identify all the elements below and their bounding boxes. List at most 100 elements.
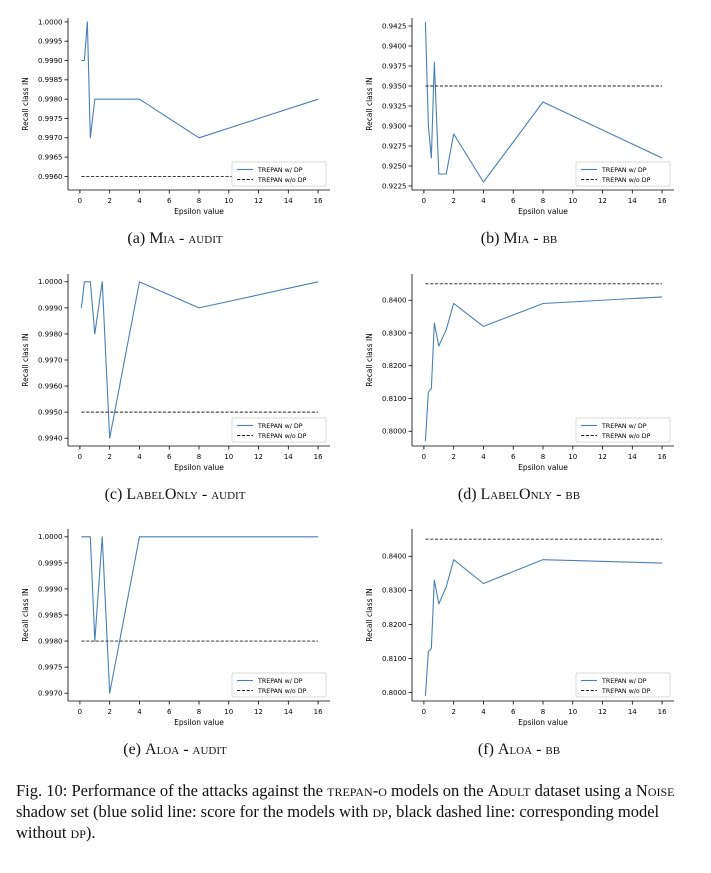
y-tick-label: 0.9975 xyxy=(38,664,63,672)
subfigure-c: 0 2 4 6 8 10 12 14 16 0.9940 0.9950 0.9960 0.9970 0.9… xyxy=(10,264,340,503)
legend-label: TREPAN w/o DP xyxy=(257,177,307,184)
x-tick-label: 10 xyxy=(568,708,577,716)
y-tick-label: 0.8300 xyxy=(382,587,407,595)
y-tick-label: 0.8100 xyxy=(382,395,407,403)
x-axis-label: Epsilon value xyxy=(174,718,224,727)
y-tick-label: 0.9965 xyxy=(38,154,63,162)
x-tick-label: 12 xyxy=(598,197,607,205)
subcaption-c: (c) LabelOnly - audit xyxy=(104,486,246,503)
x-tick-label: 16 xyxy=(658,708,667,716)
y-tick-label: 0.9970 xyxy=(38,356,63,364)
x-tick-label: 4 xyxy=(481,197,486,205)
y-tick-label: 0.9940 xyxy=(38,435,63,443)
chart-c: 0 2 4 6 8 10 12 14 16 0.9940 0.9950 0.9960 0.9970 0.9… xyxy=(21,274,330,472)
y-tick-label: 0.9325 xyxy=(382,102,407,110)
y-tick-label: 0.9425 xyxy=(382,22,407,30)
x-tick-label: 12 xyxy=(254,453,263,461)
x-tick-label: 12 xyxy=(254,197,263,205)
y-tick-label: 0.9985 xyxy=(38,76,63,84)
chart-d: 0 2 4 6 8 10 12 14 16 0.8000 0.8100 0.8200 0.8300 0.8… xyxy=(365,274,674,472)
x-tick-label: 10 xyxy=(568,453,577,461)
x-tick-label: 16 xyxy=(658,197,667,205)
y-tick-label: 0.9980 xyxy=(38,330,63,338)
y-tick-label: 0.9300 xyxy=(382,122,407,130)
y-tick-label: 0.8400 xyxy=(382,553,407,561)
legend-label: TREPAN w/o DP xyxy=(601,688,651,695)
y-tick-label: 0.9960 xyxy=(38,382,63,390)
x-tick-label: 8 xyxy=(541,197,545,205)
y-tick-label: 0.9375 xyxy=(382,62,407,70)
x-tick-label: 14 xyxy=(284,197,293,205)
x-tick-label: 4 xyxy=(137,708,142,716)
y-axis-label: Recall class IN xyxy=(21,333,30,387)
x-tick-label: 4 xyxy=(481,708,486,716)
x-tick-label: 4 xyxy=(481,453,486,461)
y-axis-label: Recall class IN xyxy=(365,77,374,131)
legend-box xyxy=(575,672,671,698)
legend-label: TREPAN w/ DP xyxy=(257,423,303,430)
x-tick-label: 6 xyxy=(511,708,516,716)
subfigure-f: 0 2 4 6 8 10 12 14 16 0.8000 0.8100 0.8200 0.8300 0.8… xyxy=(354,519,684,758)
x-tick-label: 10 xyxy=(224,453,233,461)
legend-label: TREPAN w/ DP xyxy=(257,167,303,174)
y-axis-label: Recall class IN xyxy=(365,588,374,642)
y-axis-label: Recall class IN xyxy=(21,588,30,642)
x-axis-label: Epsilon value xyxy=(174,207,224,216)
series-line-dp xyxy=(424,559,663,696)
legend-box xyxy=(231,161,327,187)
x-tick-label: 16 xyxy=(314,453,323,461)
x-axis-label: Epsilon value xyxy=(518,207,568,216)
legend-label: TREPAN w/ DP xyxy=(601,167,647,174)
x-tick-label: 0 xyxy=(78,197,82,205)
y-axis-label: Recall class IN xyxy=(21,77,30,131)
x-tick-label: 14 xyxy=(628,708,637,716)
x-tick-label: 6 xyxy=(511,197,516,205)
x-tick-label: 2 xyxy=(107,197,111,205)
x-tick-label: 6 xyxy=(167,453,172,461)
y-axis-label: Recall class IN xyxy=(365,333,374,387)
legend-box xyxy=(575,161,671,187)
y-tick-label: 0.9225 xyxy=(382,182,407,190)
y-tick-label: 0.9975 xyxy=(38,115,63,123)
subcaption-e: (e) Aloa - audit xyxy=(123,741,227,758)
x-axis-label: Epsilon value xyxy=(518,718,568,727)
caption-label: Fig. 10: xyxy=(16,781,68,800)
x-tick-label: 0 xyxy=(422,453,426,461)
x-tick-label: 8 xyxy=(197,453,201,461)
y-tick-label: 0.8400 xyxy=(382,297,407,305)
legend-box xyxy=(231,672,327,698)
x-tick-label: 14 xyxy=(284,453,293,461)
x-tick-label: 2 xyxy=(107,453,111,461)
x-tick-label: 8 xyxy=(197,197,201,205)
y-tick-label: 0.9990 xyxy=(38,304,63,312)
x-tick-label: 4 xyxy=(137,197,142,205)
y-tick-label: 0.9275 xyxy=(382,142,407,150)
figure-caption: Fig. 10: Performance of the attacks agai… xyxy=(16,781,675,842)
subcaption-b: (b) Mia - bb xyxy=(480,230,558,247)
x-axis-label: Epsilon value xyxy=(174,463,224,472)
x-tick-label: 14 xyxy=(628,453,637,461)
y-tick-label: 0.8000 xyxy=(382,428,407,436)
x-tick-label: 16 xyxy=(314,197,323,205)
x-tick-label: 16 xyxy=(314,708,323,716)
x-tick-label: 10 xyxy=(568,197,577,205)
y-tick-label: 1.0000 xyxy=(38,533,63,541)
x-tick-label: 2 xyxy=(451,708,455,716)
legend-label: TREPAN w/ DP xyxy=(601,423,647,430)
y-tick-label: 0.9250 xyxy=(382,162,407,170)
subfigure-a: 0 2 4 6 8 10 12 14 16 0.9960 0.9965 0.9970 0.9975 0.9… xyxy=(10,8,340,247)
legend-label: TREPAN w/o DP xyxy=(601,177,651,184)
x-tick-label: 12 xyxy=(598,708,607,716)
x-tick-label: 14 xyxy=(284,708,293,716)
subfigure-b: 0 2 4 6 8 10 12 14 16 0.9225 0.9250 0.9275 0.9300 0.9… xyxy=(354,8,684,247)
y-tick-label: 0.9995 xyxy=(38,559,63,567)
y-tick-label: 0.8200 xyxy=(382,621,407,629)
x-tick-label: 10 xyxy=(224,708,233,716)
x-tick-label: 8 xyxy=(541,708,545,716)
x-tick-label: 14 xyxy=(628,197,637,205)
series-line-dp xyxy=(81,21,319,139)
legend-label: TREPAN w/o DP xyxy=(257,433,307,440)
subcaption-d: (d) LabelOnly - bb xyxy=(457,486,581,503)
x-tick-label: 8 xyxy=(541,453,545,461)
legend-label: TREPAN w/ DP xyxy=(601,678,647,685)
